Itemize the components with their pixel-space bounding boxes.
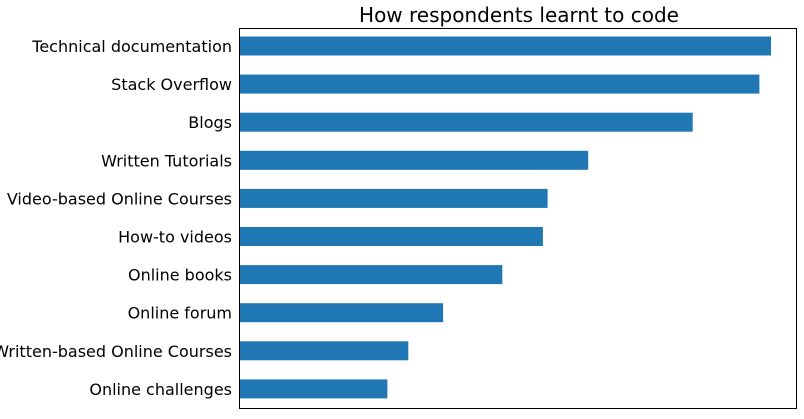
bar-blogs [240,112,693,132]
bar-how-to-videos [240,227,543,246]
y-tick-label: Stack Overflow [111,75,232,94]
bars-layer [240,36,771,399]
y-tick-label: Technical documentation [31,37,232,56]
y-tick-label: Video-based Online Courses [7,189,232,208]
bar-online-books [240,265,503,285]
y-tick-label: Written-based Online Courses [0,342,232,361]
y-tick-label: How-to videos [118,228,232,247]
y-tick-label: Online books [128,266,232,285]
bar-online-forum [240,303,444,323]
bar-written-tutorials [240,150,589,170]
y-tick-label: Blogs [188,113,232,132]
bar-stack-overflow [240,74,760,94]
bar-online-challenges [240,379,388,399]
y-tick-label: Online challenges [89,380,232,399]
y-tick-labels: Technical documentation Stack Overflow Blo… [0,37,232,399]
bar-written-based-online-courses [240,341,409,361]
bar-technical-documentation [240,36,771,56]
plot-area-frame [239,28,797,409]
bar-video-based-online-courses [240,188,548,208]
chart-title: How respondents learnt to code [359,3,679,27]
y-tick-label: Online forum [128,304,232,323]
y-tick-label: Written Tutorials [101,151,232,170]
